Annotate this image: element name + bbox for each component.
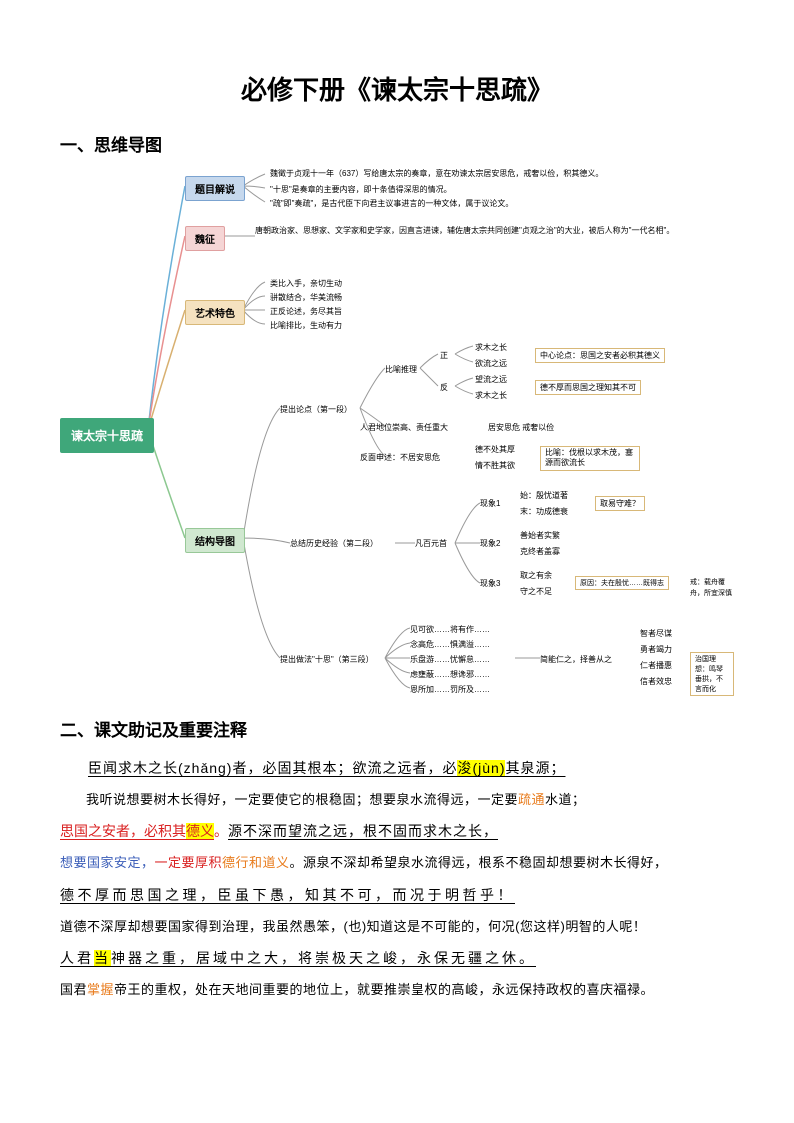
p3a5: 恩所加……罚所及……: [410, 684, 490, 696]
b3-leaf4: 比喻排比，生动有力: [270, 320, 342, 332]
l4a: 想要国家安定，: [60, 855, 155, 870]
p2x3r2: 戒：载舟覆舟，所宜深慎: [690, 578, 734, 599]
p1az1: 求木之长: [475, 342, 507, 354]
p3r3: 仁者播惠: [640, 660, 672, 672]
text-line5: 德不厚而思国之理，臣虽下愚，知其不可，而况于明哲乎！: [60, 880, 734, 911]
p3mid: 简能仁之，择善从之: [540, 654, 612, 666]
p2x1: 现象1: [480, 498, 500, 510]
p1a: 比喻推理: [385, 364, 417, 376]
l3hl: 德义: [186, 823, 214, 839]
l7a: 人君: [60, 950, 94, 966]
l4c: 。源泉不深却希望泉水流得远，根系不稳固却想要树木长得好，: [290, 855, 668, 870]
b2-leaf1: 唐朝政治家、思想家、文学家和史学家，因直言进谏，辅佐唐太宗共同创建"贞观之治"的…: [255, 224, 695, 238]
p1afbox: 德不厚而思国之理知其不可: [535, 380, 641, 395]
p1af1: 望流之远: [475, 374, 507, 386]
p3r1: 智者尽谋: [640, 628, 672, 640]
branch-structure: 结构导图: [185, 528, 245, 553]
p3a3: 乐盘游……忧懈怠……: [410, 654, 490, 666]
p1cbox: 比喻：伐根以求木茂，塞源而欲流长: [540, 446, 640, 471]
p2x2b: 克终者盖寡: [520, 546, 560, 558]
l2a: 我听说想要树木长得好，一定要使它的根稳固；想要泉水流得远，一定要: [86, 792, 518, 807]
b3-leaf3: 正反论述，务尽其旨: [270, 306, 342, 318]
l7hl: 当: [94, 950, 111, 966]
p1c1: 德不处其厚: [475, 444, 515, 456]
page-title: 必修下册《谏太宗十思疏》: [60, 70, 734, 107]
mindmap-connectors: [60, 168, 734, 708]
p1af: 反: [440, 382, 448, 394]
p1af2: 求木之长: [475, 390, 507, 402]
l3b: 。: [214, 823, 228, 839]
text-line3: 思国之安者，必积其德义。源不深而望流之远，根不固而求木之长，: [60, 816, 734, 847]
section-2-heading: 二、课文助记及重要注释: [60, 716, 734, 741]
p1c2: 情不胜其欲: [475, 460, 515, 472]
l4o: 德行和道义: [222, 855, 290, 870]
b1-leaf2: "十思"是奏章的主要内容，即十条值得深思的情况。: [270, 184, 700, 196]
p1: 提出论点（第一段）: [280, 404, 352, 416]
p2x3r: 原因：夫在殷忧……既得志: [575, 576, 669, 590]
text-line4: 想要国家安定，一定要厚积德行和道义。源泉不深却希望泉水流得远，根系不稳固却想要树…: [60, 849, 734, 878]
b1-leaf3: "疏"即"奏疏"，是古代臣下向君主议事进言的一种文体，属于议论文。: [270, 198, 700, 210]
b3-leaf2: 骈散结合，华美流畅: [270, 292, 342, 304]
l2o: 疏通: [518, 792, 545, 807]
text-line2: 我听说想要树木长得好，一定要使它的根稳固；想要泉水流得远，一定要疏通水道；: [60, 786, 734, 815]
p1az: 正: [440, 350, 448, 362]
l1hl: 浚(jùn): [457, 760, 505, 776]
l8b: 帝王的重权，处在天地间重要的地位上，就要推崇皇权的高峻，永远保持政权的喜庆福禄。: [114, 982, 654, 997]
l2b: 水道；: [545, 792, 586, 807]
p3r4: 信者效忠: [640, 676, 672, 688]
p3a1: 见可欲……将有作……: [410, 624, 490, 636]
l8a: 国君: [60, 982, 87, 997]
l1b: 其泉源；: [505, 760, 565, 776]
p2x2: 现象2: [480, 538, 500, 550]
p1azbox: 中心论点：思国之安者必积其德义: [535, 348, 665, 363]
p2x1box: 取易守难？: [595, 496, 645, 511]
section-1-heading: 一、思维导图: [60, 131, 734, 156]
l7b: 神器之重，居域中之大，将崇极天之峻，永保无疆之休。: [111, 950, 536, 966]
p3: 提出做法"十思"（第三段）: [280, 654, 374, 666]
text-line6: 道德不深厚却想要国家得到治理，我虽然愚笨，(也)知道这是不可能的，何况(您这样)…: [60, 913, 734, 942]
p2x1b: 末：功成德衰: [520, 506, 568, 518]
p3a4: 虑壅蔽……想谗邪……: [410, 669, 490, 681]
l5: 德不厚而思国之理，臣虽下愚，知其不可，而况于明哲乎！: [60, 887, 515, 903]
p1b1: 居安思危 戒奢以俭: [488, 422, 554, 434]
text-line1: 臣闻求木之长(zhǎng)者，必固其根本；欲流之远者，必浚(jùn)其泉源；: [60, 753, 734, 784]
p2x2a: 善始者实繁: [520, 530, 560, 542]
branch-art: 艺术特色: [185, 300, 245, 325]
l8o: 掌握: [87, 982, 114, 997]
p2x3: 现象3: [480, 578, 500, 590]
p2x3a: 取之有余: [520, 570, 552, 582]
l3c: 源不深而望流之远，根不固而求木之长，: [228, 823, 498, 839]
l4b: 一定要厚积: [155, 855, 223, 870]
b3-leaf1: 类比入手，亲切生动: [270, 278, 342, 290]
mindmap-container: 谏太宗十思疏 题目解说 魏徵于贞观十一年（637）写给唐太宗的奏章，意在劝谏太宗…: [60, 168, 734, 708]
l6: 道德不深厚却想要国家得到治理，我虽然愚笨，(也)知道这是不可能的，何况(您这样)…: [60, 919, 646, 934]
text-line7: 人君当神器之重，居域中之大，将崇极天之峻，永保无疆之休。: [60, 943, 734, 974]
p3a2: 念高危……惧满溢……: [410, 639, 490, 651]
p3rbox: 治国理想：鸣琴垂拱，不言而化: [690, 652, 734, 696]
p1b: 人君地位崇高、责任重大: [360, 422, 448, 434]
branch-weizheng: 魏征: [185, 226, 225, 251]
text-line8: 国君掌握帝王的重权，处在天地间重要的地位上，就要推崇皇权的高峻，永远保持政权的喜…: [60, 976, 734, 1005]
mindmap-root: 谏太宗十思疏: [60, 418, 154, 453]
l1a: 臣闻求木之长(zhǎng)者，必固其根本；欲流之远者，必: [88, 760, 457, 776]
p2a: 凡百元首: [415, 538, 447, 550]
p3r2: 勇者竭力: [640, 644, 672, 656]
p2: 总结历史经验（第二段）: [290, 538, 378, 550]
p2x3b: 守之不足: [520, 586, 552, 598]
b1-leaf1: 魏徵于贞观十一年（637）写给唐太宗的奏章，意在劝谏太宗居安思危，戒奢以俭，积其…: [270, 168, 700, 180]
branch-title: 题目解说: [185, 176, 245, 201]
p2x1a: 始：殷忧道著: [520, 490, 568, 502]
l3a: 思国之安者，必积其: [60, 823, 186, 839]
p1az2: 欲流之远: [475, 358, 507, 370]
p1c: 反面申述：不居安思危: [360, 452, 440, 464]
